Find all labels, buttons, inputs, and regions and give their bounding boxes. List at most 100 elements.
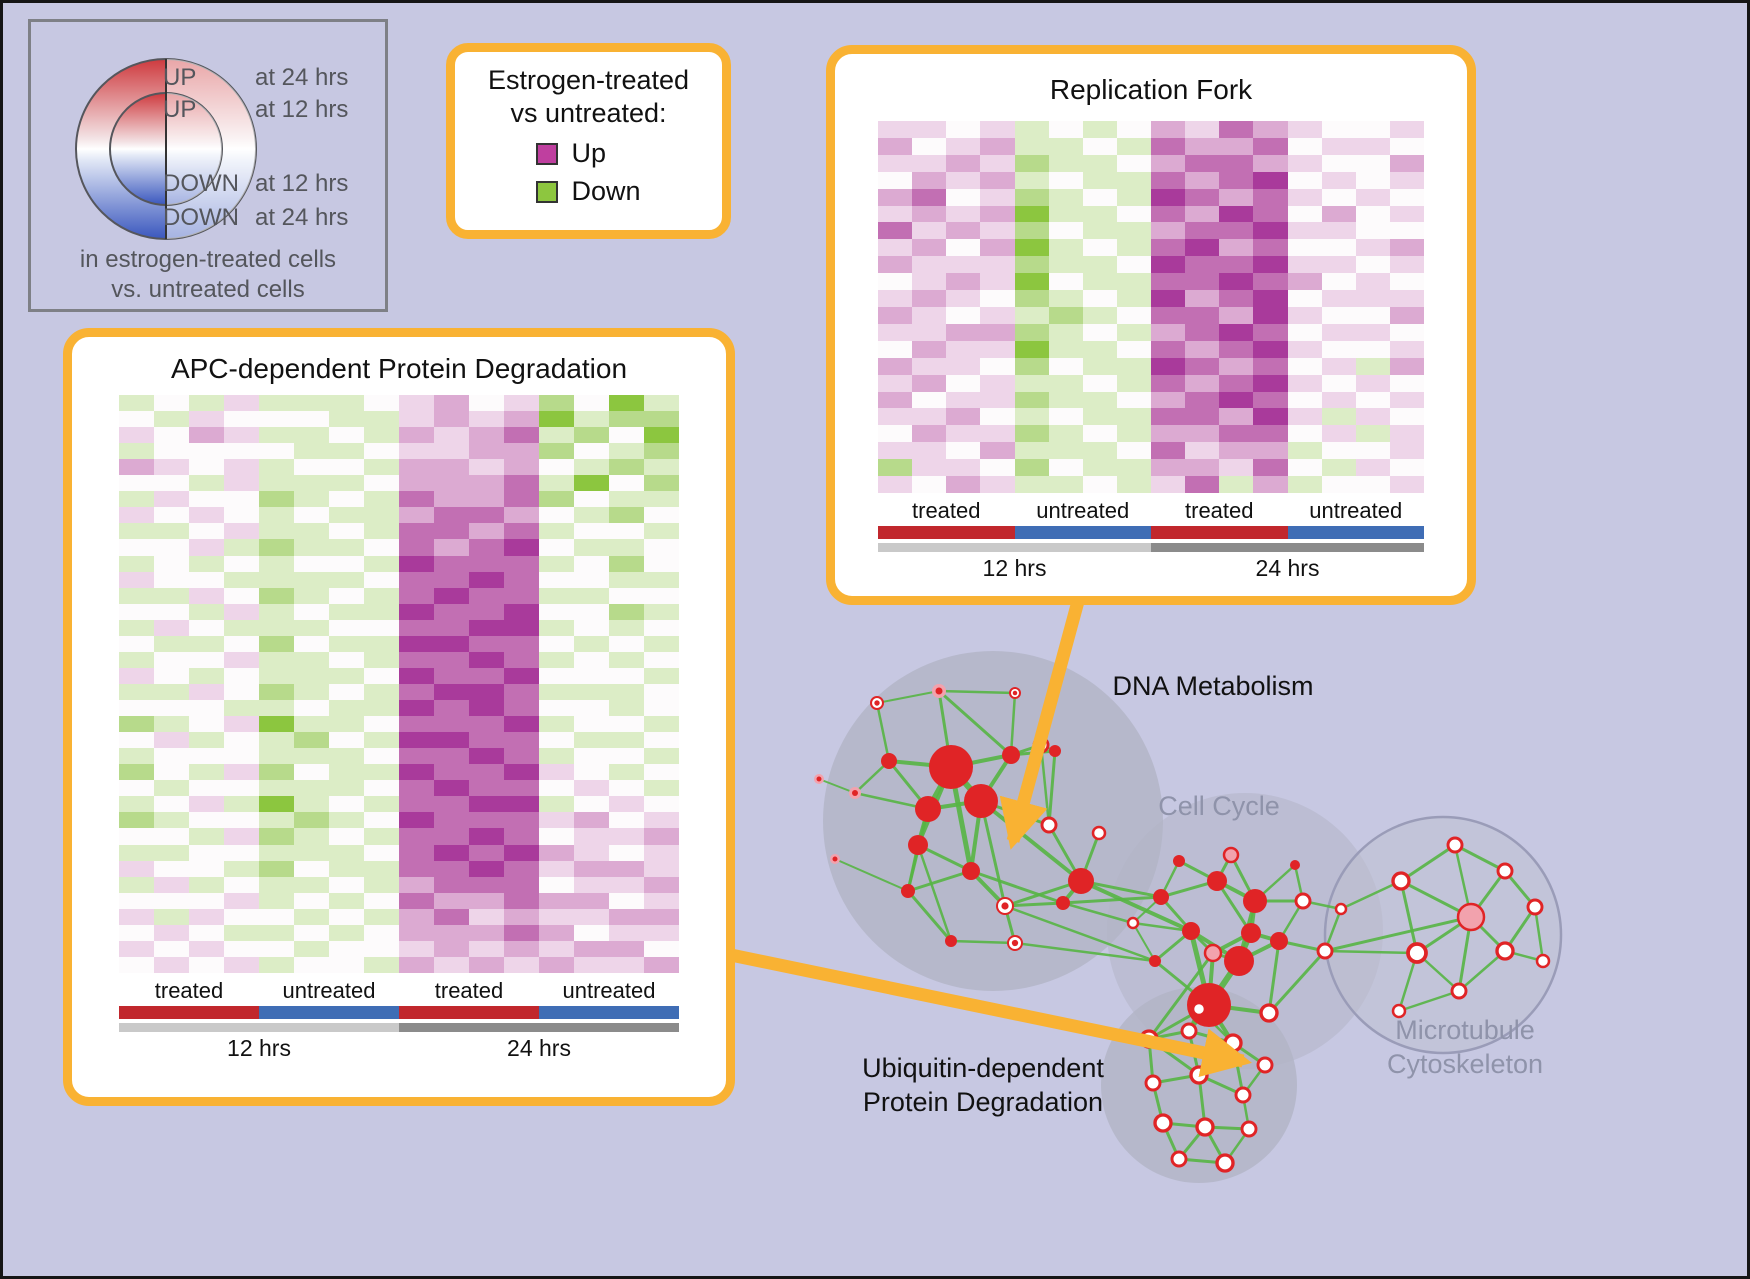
heatmap-cell xyxy=(574,507,609,524)
heatmap-cell xyxy=(980,137,1015,155)
heatmap-cell xyxy=(294,395,329,412)
heatmap-cell xyxy=(294,443,329,460)
heatmap-cell xyxy=(609,780,644,797)
heatmap-cell xyxy=(644,475,679,492)
heatmap-cell xyxy=(1014,205,1049,223)
heatmap-cell xyxy=(504,683,539,701)
heatmap-cell xyxy=(329,395,364,412)
legend-caption-line1: in estrogen-treated cells xyxy=(79,246,337,273)
heatmap-cell xyxy=(644,443,679,460)
heatmap-cell xyxy=(119,716,154,733)
heatmap-cell xyxy=(1082,425,1117,443)
heatmap-cell xyxy=(1082,154,1117,172)
heatmap-cell xyxy=(644,892,679,909)
heatmap-cell xyxy=(539,683,574,701)
heatmap-cell xyxy=(878,459,913,477)
heatmap-cell xyxy=(1287,121,1322,138)
heatmap-wrap: treated untreated treated untreated 12 hrs 2… xyxy=(878,121,1424,582)
heatmap-cell xyxy=(364,908,399,925)
network-node-filled xyxy=(1270,932,1288,950)
heatmap-cell xyxy=(1014,290,1049,307)
heatmap-cell xyxy=(1014,476,1049,493)
heatmap-cell xyxy=(329,892,364,909)
heatmap-cell xyxy=(294,876,329,893)
heatmap-cell xyxy=(1048,391,1083,409)
heatmap-cell xyxy=(912,425,947,443)
heatmap-cell xyxy=(644,828,679,845)
heatmap-cell xyxy=(469,539,504,556)
heatmap-cell xyxy=(259,748,294,765)
heatmap-cell xyxy=(609,523,644,540)
heatmap-cell xyxy=(189,587,224,604)
heatmap-cell xyxy=(878,239,913,257)
heatmap-cell xyxy=(294,603,329,620)
cell-cycle-label: Cell Cycle xyxy=(1158,791,1280,821)
heatmap-cell xyxy=(469,764,504,781)
heatmap-cell xyxy=(1389,391,1424,409)
heatmap-cell xyxy=(1082,306,1117,324)
heatmap-cell xyxy=(1219,323,1254,341)
heatmap-cell xyxy=(294,940,329,957)
heatmap-cell xyxy=(434,619,469,636)
heatmap-cell xyxy=(154,507,189,524)
legend-row-up-12: UP at 12 hrs xyxy=(163,96,348,124)
heatmap-cell xyxy=(644,716,679,733)
network-edge xyxy=(1039,743,1051,827)
heatmap-cell xyxy=(1389,171,1424,189)
heatmap-cell xyxy=(574,539,609,556)
heatmap-cell xyxy=(119,844,154,861)
heatmap-cell xyxy=(1082,205,1117,223)
heatmap-cell xyxy=(609,651,644,668)
heatmap-cell xyxy=(504,828,539,845)
heatmap-cell xyxy=(329,427,364,444)
heatmap-cell xyxy=(912,121,947,138)
heatmap-cell xyxy=(644,587,679,604)
heatmap-cell xyxy=(1355,205,1390,223)
heatmap-cell xyxy=(574,523,609,540)
heatmap-cell xyxy=(119,443,154,460)
heatmap-cell xyxy=(574,555,609,572)
heatmap-cell xyxy=(574,427,609,444)
heatmap-cell xyxy=(912,408,947,426)
heatmap-cell xyxy=(1355,188,1390,206)
heatmap-cell xyxy=(1014,273,1049,291)
heatmap-cell xyxy=(294,956,329,973)
heatmap-cell xyxy=(364,491,399,508)
heatmap-cell xyxy=(329,716,364,733)
heatmap-cell xyxy=(329,587,364,604)
heatmap-cell xyxy=(1287,459,1322,477)
heatmap-cell xyxy=(469,395,504,412)
heatmap-cell xyxy=(946,188,981,206)
network-edge xyxy=(937,689,1017,695)
heatmap-cell xyxy=(539,908,574,925)
heatmap-cell xyxy=(224,411,259,428)
time-color-segment xyxy=(119,1023,399,1032)
heatmap-cell xyxy=(224,491,259,508)
heatmap-cell xyxy=(539,956,574,973)
heatmap-cell xyxy=(1287,290,1322,307)
heatmap-cell xyxy=(189,523,224,540)
heatmap-cell xyxy=(912,154,947,172)
network-node-filled xyxy=(1068,868,1094,894)
heatmap-cell xyxy=(434,844,469,861)
network-node-halo-core xyxy=(816,776,822,782)
heatmap-cell xyxy=(469,796,504,813)
heatmap-cell xyxy=(329,667,364,684)
heatmap-cell xyxy=(878,306,913,324)
heatmap-cell xyxy=(574,860,609,877)
heatmap-cell xyxy=(946,154,981,172)
heatmap-cell xyxy=(224,571,259,588)
heatmap-cell xyxy=(574,908,609,925)
network-node-ring xyxy=(1195,1117,1215,1137)
heatmap-cell xyxy=(574,619,609,636)
heatmap-cell xyxy=(1116,205,1151,223)
heatmap-cell xyxy=(364,956,399,973)
heatmap-cell xyxy=(434,796,469,813)
heatmap-cell xyxy=(224,716,259,733)
heatmap-cell xyxy=(259,507,294,524)
heatmap-cell xyxy=(329,956,364,973)
heatmap-cell xyxy=(878,391,913,409)
heatmap-cell xyxy=(399,860,434,877)
heatmap-cell xyxy=(259,411,294,428)
heatmap-cell xyxy=(1014,306,1049,324)
